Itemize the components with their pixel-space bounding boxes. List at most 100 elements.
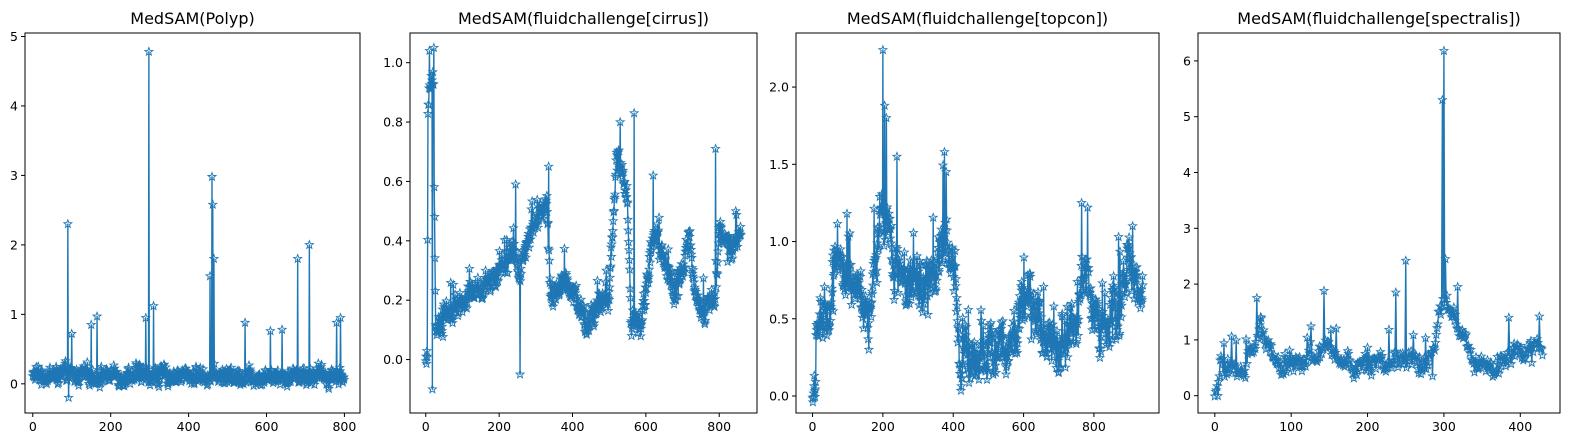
- data-point: [1437, 94, 1448, 105]
- marker-group: [27, 46, 350, 403]
- data-point: [1041, 351, 1053, 362]
- data-point: [1236, 364, 1247, 375]
- data-point: [732, 241, 743, 252]
- data-point: [1240, 372, 1251, 383]
- data-point: [1505, 358, 1517, 369]
- data-point: [949, 245, 961, 256]
- data-point: [817, 332, 828, 343]
- data-point: [657, 249, 669, 260]
- data-point: [607, 225, 619, 236]
- data-point: [461, 302, 473, 313]
- y-tick-label: 1.0: [383, 55, 403, 70]
- data-point: [870, 270, 881, 281]
- data-point: [537, 213, 549, 224]
- data-point: [868, 203, 880, 214]
- data-point: [60, 355, 71, 366]
- data-point: [871, 265, 882, 275]
- x-tick-label: 800: [707, 419, 731, 434]
- data-point: [888, 294, 900, 305]
- data-point: [977, 350, 988, 361]
- data-point: [592, 275, 603, 286]
- data-point: [1314, 351, 1326, 362]
- data-point: [1240, 333, 1252, 344]
- data-point: [1383, 324, 1395, 335]
- data-point: [543, 243, 554, 253]
- data-point: [575, 294, 587, 305]
- data-point: [841, 258, 852, 269]
- data-point: [825, 315, 836, 326]
- data-point: [870, 252, 882, 263]
- data-point: [623, 244, 635, 255]
- data-point: [876, 190, 888, 201]
- y-tick-label: 1: [10, 307, 18, 322]
- data-point: [1343, 348, 1354, 359]
- axes-frame: [795, 32, 1160, 414]
- data-point: [1283, 356, 1295, 367]
- data-point: [422, 234, 433, 245]
- data-point: [525, 233, 536, 244]
- data-point: [82, 356, 93, 367]
- data-point: [1279, 354, 1290, 365]
- data-point: [1034, 295, 1045, 306]
- data-point: [596, 303, 607, 313]
- data-point: [1277, 367, 1288, 378]
- data-point: [639, 299, 651, 310]
- marker-group: [420, 42, 747, 394]
- data-point: [663, 243, 674, 254]
- data-point: [1032, 286, 1044, 297]
- data-point: [153, 381, 165, 392]
- data-point: [1091, 301, 1102, 311]
- data-point: [570, 280, 582, 291]
- y-tick-label: 1: [1183, 332, 1191, 347]
- data-point: [622, 214, 634, 225]
- data-point: [1136, 297, 1147, 307]
- data-point: [712, 256, 723, 267]
- data-point: [494, 245, 505, 256]
- data-point: [1131, 269, 1142, 280]
- data-point: [1019, 312, 1030, 323]
- data-point: [1095, 346, 1107, 357]
- data-point: [688, 276, 700, 287]
- data-point: [514, 368, 526, 379]
- data-point: [542, 217, 554, 228]
- data-point: [1073, 314, 1084, 325]
- data-point: [1346, 362, 1357, 373]
- data-point: [643, 271, 655, 282]
- data-point: [708, 300, 720, 311]
- data-point: [560, 267, 572, 278]
- data-point: [711, 281, 722, 292]
- data-point: [515, 275, 526, 286]
- y-tick-label: 0.4: [383, 233, 403, 248]
- data-point: [600, 276, 611, 287]
- data-point: [810, 376, 821, 387]
- data-point: [1137, 270, 1148, 281]
- data-point: [1299, 358, 1311, 369]
- data-point: [335, 312, 346, 323]
- data-point: [653, 212, 665, 223]
- data-point: [1362, 342, 1373, 353]
- data-point: [331, 317, 342, 328]
- data-point: [727, 252, 738, 263]
- data-point: [891, 241, 902, 252]
- data-point: [836, 251, 848, 262]
- data-point: [430, 285, 441, 296]
- data-point: [946, 252, 958, 263]
- data-point: [899, 246, 910, 257]
- data-point: [1256, 312, 1267, 323]
- data-point: [53, 377, 65, 388]
- marker-group: [1209, 45, 1548, 401]
- data-point: [323, 383, 335, 394]
- data-point: [1024, 268, 1036, 278]
- data-point: [844, 227, 856, 238]
- data-point: [162, 380, 174, 391]
- data-point: [621, 196, 633, 207]
- data-point: [881, 201, 893, 212]
- data-point: [904, 298, 915, 309]
- data-point: [1033, 317, 1044, 328]
- data-point: [1438, 45, 1450, 56]
- data-point: [1052, 355, 1064, 366]
- data-point: [1033, 307, 1044, 318]
- data-point: [922, 309, 934, 320]
- data-point: [927, 212, 939, 223]
- data-point: [952, 336, 964, 347]
